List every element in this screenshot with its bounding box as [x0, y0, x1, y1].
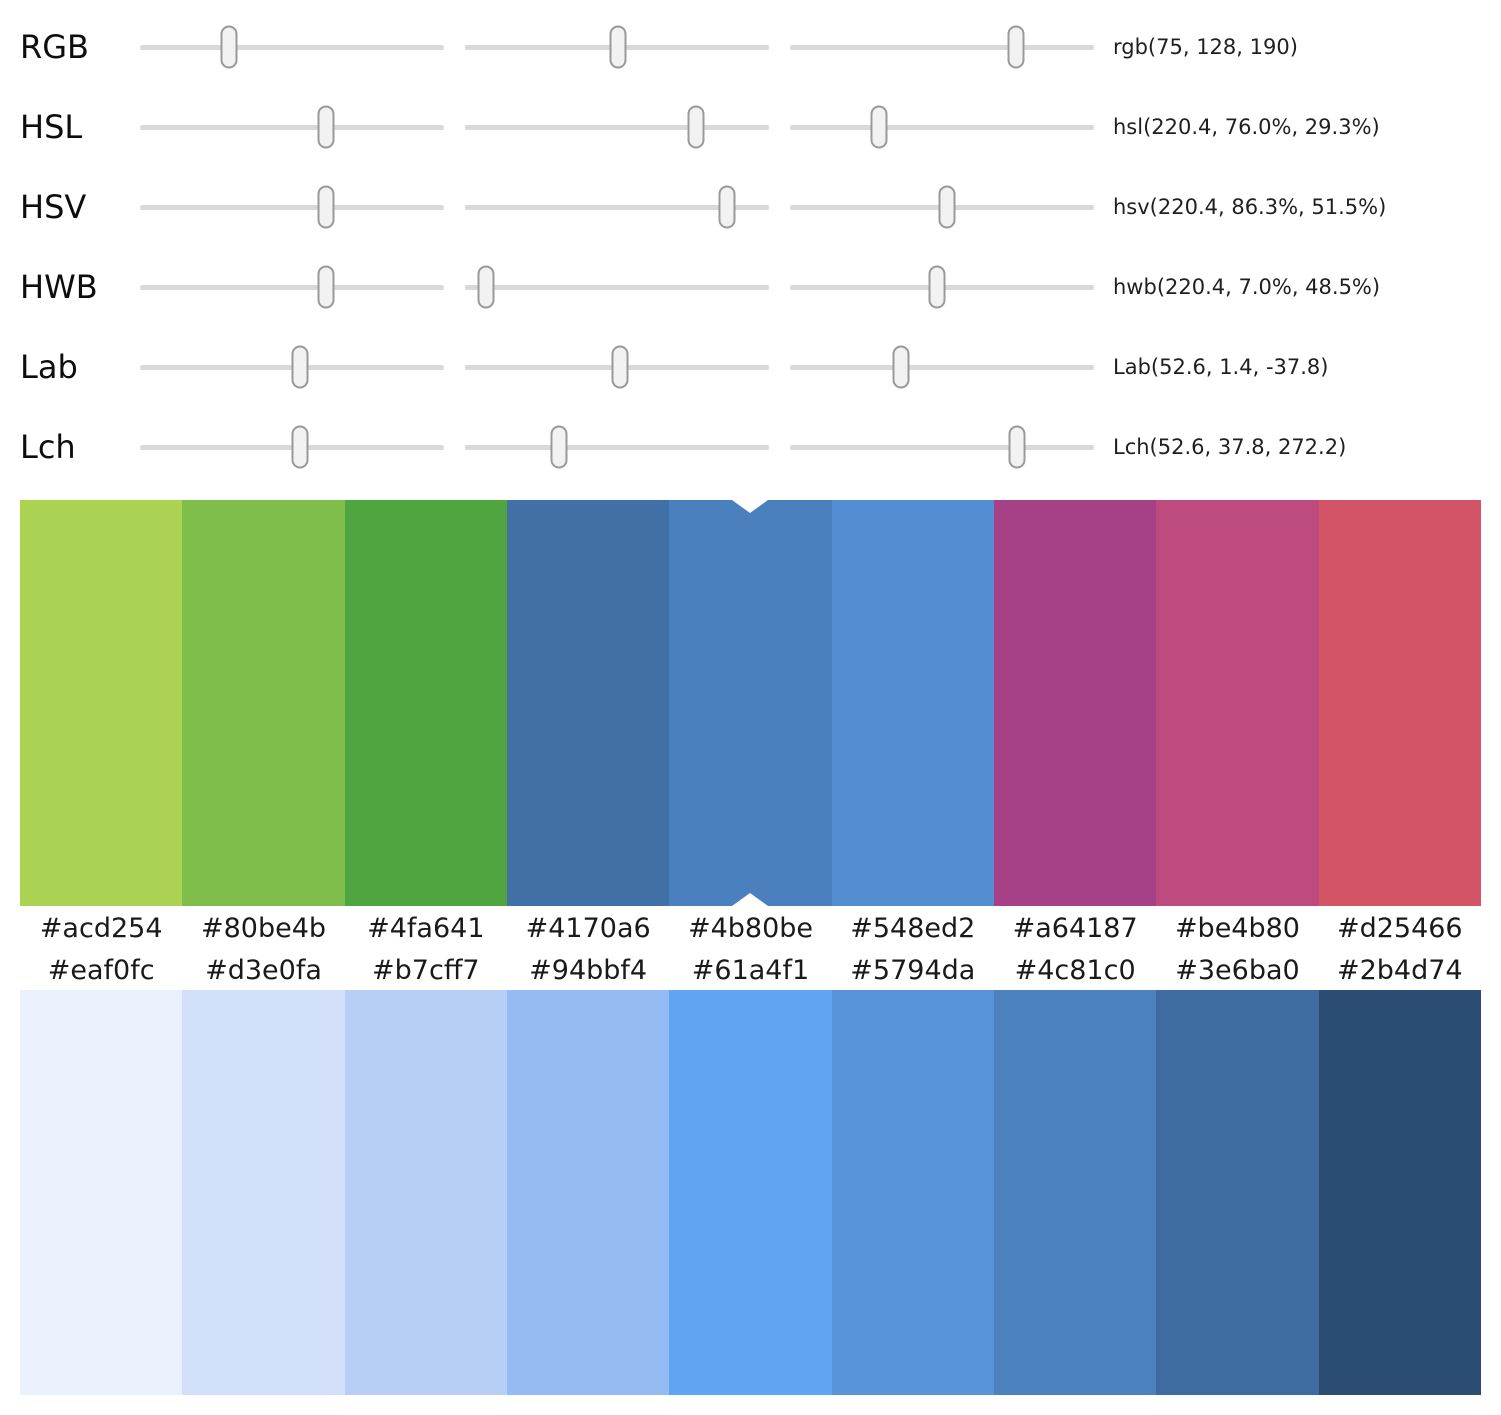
harmony-swatch-9[interactable]: [1318, 500, 1481, 906]
color-value-hsv: hsv(220.4, 86.3%, 51.5%): [1113, 195, 1387, 219]
slider-thumb-lch-3[interactable]: [1008, 425, 1026, 469]
slider-track-rgb-1[interactable]: [140, 25, 444, 69]
shade-swatch-8[interactable]: [1156, 990, 1319, 1395]
slider-track-lch-3[interactable]: [790, 425, 1094, 469]
shade-hex-label-8: #3e6ba0: [1175, 954, 1300, 986]
slider-row-lch: Lch Lch(52.6, 37.8, 272.2): [0, 407, 1501, 487]
harmony-hex-label-5: #4b80be: [687, 912, 813, 944]
shade-swatch-7[interactable]: [993, 990, 1157, 1395]
slider-track-hsv-3[interactable]: [790, 185, 1094, 229]
slider-track-hwb-2[interactable]: [465, 265, 769, 309]
harmony-swatch-4[interactable]: [506, 500, 670, 906]
shade-strip: [20, 990, 1481, 1395]
color-value-lch: Lch(52.6, 37.8, 272.2): [1113, 435, 1347, 459]
colorspace-label-hsl: HSL: [20, 108, 83, 146]
shade-hex-label-1: #eaf0fc: [47, 954, 155, 986]
slider-thumb-lch-1[interactable]: [291, 425, 309, 469]
harmony-hex-label-2: #80be4b: [200, 912, 327, 944]
slider-thumb-lab-2[interactable]: [611, 345, 629, 389]
slider-track-hsl-1[interactable]: [140, 105, 444, 149]
colorspace-label-hsv: HSV: [20, 188, 87, 226]
color-value-rgb: rgb(75, 128, 190): [1113, 35, 1298, 59]
harmony-hex-label-9: #d25466: [1336, 912, 1463, 944]
shade-swatch-4[interactable]: [506, 990, 670, 1395]
shade-hex-label-4: #94bbf4: [529, 954, 648, 986]
slider-track-hsl-2[interactable]: [465, 105, 769, 149]
slider-panel: RGB rgb(75, 128, 190) HSL hsl(220: [0, 0, 1501, 487]
slider-track-lab-1[interactable]: [140, 345, 444, 389]
colorspace-label-hwb: HWB: [20, 268, 98, 306]
slider-track-rgb-3[interactable]: [790, 25, 1094, 69]
slider-thumb-hsl-3[interactable]: [870, 105, 888, 149]
colorspace-label-rgb: RGB: [20, 28, 89, 66]
harmony-strip: [20, 500, 1481, 906]
harmony-hex-labels: #acd254 #80be4b #4fa641 #4170a6 #4b80be …: [20, 906, 1481, 950]
slider-thumb-hsv-1[interactable]: [317, 185, 335, 229]
color-value-hsl: hsl(220.4, 76.0%, 29.3%): [1113, 115, 1380, 139]
colorspace-label-lab: Lab: [20, 348, 78, 386]
slider-track-hsv-2[interactable]: [465, 185, 769, 229]
slider-thumb-rgb-2[interactable]: [609, 25, 627, 69]
colorspace-label-lch: Lch: [20, 428, 76, 466]
slider-track-hsl-3[interactable]: [790, 105, 1094, 149]
shade-swatch-5[interactable]: [669, 990, 832, 1395]
harmony-hex-label-3: #4fa641: [367, 912, 485, 944]
harmony-swatch-5[interactable]: [669, 500, 832, 906]
slider-thumb-lch-2[interactable]: [550, 425, 568, 469]
slider-thumb-hsl-2[interactable]: [687, 105, 705, 149]
shade-swatch-1[interactable]: [20, 990, 183, 1395]
slider-row-hwb: HWB hwb(220.4, 7.0%, 48.5%): [0, 247, 1501, 327]
shade-hex-label-6: #5794da: [850, 954, 976, 986]
shade-hex-label-3: #b7cff7: [372, 954, 480, 986]
shade-swatch-9[interactable]: [1318, 990, 1481, 1395]
slider-thumb-hsv-3[interactable]: [938, 185, 956, 229]
slider-track-lab-2[interactable]: [465, 345, 769, 389]
slider-thumb-hwb-1[interactable]: [317, 265, 335, 309]
shade-swatch-3[interactable]: [344, 990, 507, 1395]
slider-track-hwb-1[interactable]: [140, 265, 444, 309]
slider-thumb-rgb-3[interactable]: [1007, 25, 1025, 69]
color-value-hwb: hwb(220.4, 7.0%, 48.5%): [1113, 275, 1381, 299]
harmony-hex-label-8: #be4b80: [1174, 912, 1300, 944]
harmony-hex-label-1: #acd254: [39, 912, 163, 944]
slider-thumb-hwb-3[interactable]: [928, 265, 946, 309]
shade-hex-label-2: #d3e0fa: [205, 954, 322, 986]
slider-track-lab-3[interactable]: [790, 345, 1094, 389]
slider-thumb-hsv-2[interactable]: [718, 185, 736, 229]
slider-row-hsv: HSV hsv(220.4, 86.3%, 51.5%): [0, 167, 1501, 247]
harmony-swatch-3[interactable]: [344, 500, 507, 906]
shade-swatch-6[interactable]: [831, 990, 994, 1395]
shade-hex-labels: #eaf0fc #d3e0fa #b7cff7 #94bbf4 #61a4f1 …: [20, 950, 1481, 990]
harmony-hex-label-6: #548ed2: [850, 912, 976, 944]
slider-thumb-hwb-2[interactable]: [477, 265, 495, 309]
slider-row-hsl: HSL hsl(220.4, 76.0%, 29.3%): [0, 87, 1501, 167]
harmony-swatch-7[interactable]: [993, 500, 1157, 906]
shade-hex-label-5: #61a4f1: [691, 954, 810, 986]
harmony-swatch-6[interactable]: [831, 500, 994, 906]
harmony-hex-label-7: #a64187: [1012, 912, 1138, 944]
slider-row-rgb: RGB rgb(75, 128, 190): [0, 7, 1501, 87]
shade-hex-label-7: #4c81c0: [1014, 954, 1136, 986]
slider-row-lab: Lab Lab(52.6, 1.4, -37.8): [0, 327, 1501, 407]
harmony-swatch-1[interactable]: [20, 500, 183, 906]
slider-track-lch-2[interactable]: [465, 425, 769, 469]
slider-thumb-lab-3[interactable]: [892, 345, 910, 389]
slider-thumb-lab-1[interactable]: [291, 345, 309, 389]
harmony-hex-label-4: #4170a6: [525, 912, 651, 944]
slider-thumb-rgb-1[interactable]: [220, 25, 238, 69]
slider-thumb-hsl-1[interactable]: [317, 105, 335, 149]
shade-swatch-2[interactable]: [182, 990, 345, 1395]
slider-track-lch-1[interactable]: [140, 425, 444, 469]
color-value-lab: Lab(52.6, 1.4, -37.8): [1113, 355, 1329, 379]
shade-hex-label-9: #2b4d74: [1336, 954, 1463, 986]
slider-track-rgb-2[interactable]: [465, 25, 769, 69]
harmony-swatch-8[interactable]: [1156, 500, 1319, 906]
slider-track-hwb-3[interactable]: [790, 265, 1094, 309]
palette-panel: #acd254 #80be4b #4fa641 #4170a6 #4b80be …: [20, 500, 1481, 1395]
slider-track-hsv-1[interactable]: [140, 185, 444, 229]
harmony-swatch-2[interactable]: [182, 500, 345, 906]
